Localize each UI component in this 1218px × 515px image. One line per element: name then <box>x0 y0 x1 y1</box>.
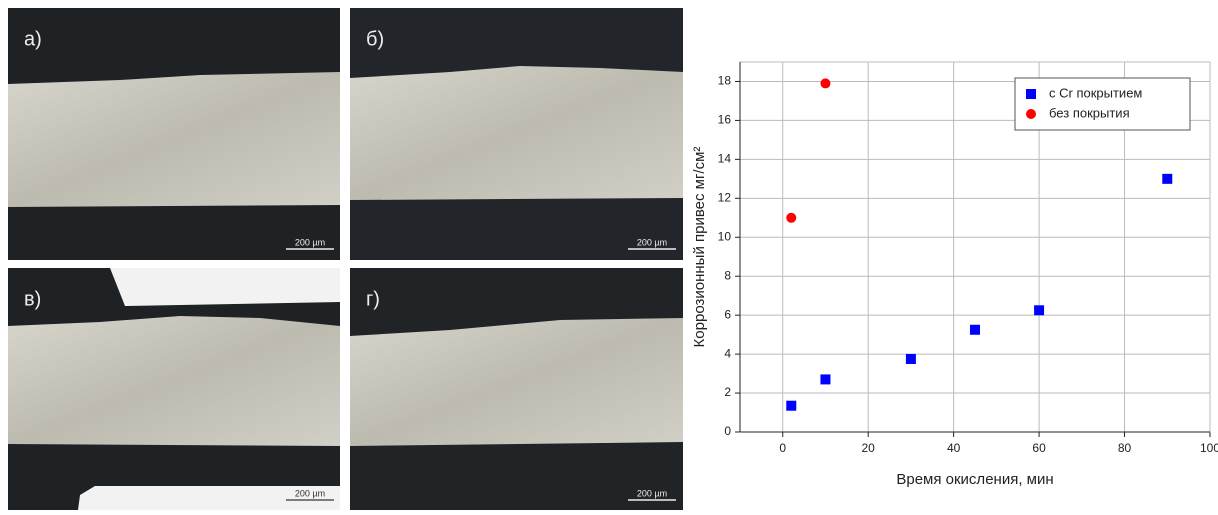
panel-label: б) <box>366 28 384 50</box>
point <box>970 325 980 335</box>
legend-label: с Cr покрытием <box>1049 85 1142 100</box>
y-tick-label: 8 <box>724 268 731 282</box>
x-tick-label: 20 <box>862 441 876 455</box>
point <box>786 401 796 411</box>
scale-bar-label: 200 µm <box>295 488 325 498</box>
legend-marker <box>1026 89 1036 99</box>
scale-bar-label: 200 µm <box>637 488 667 498</box>
point <box>786 213 796 223</box>
y-tick-label: 12 <box>718 190 732 204</box>
legend-marker <box>1026 109 1036 119</box>
y-tick-label: 16 <box>718 113 732 127</box>
point <box>906 354 916 364</box>
chart: Время окисления, мин Коррозионный привес… <box>691 62 1218 488</box>
point <box>1034 305 1044 315</box>
x-tick-label: 80 <box>1118 441 1132 455</box>
x-tick-label: 0 <box>779 441 786 455</box>
scale-bar-label: 200 µm <box>295 237 325 247</box>
y-tick-label: 14 <box>718 152 732 166</box>
y-tick-label: 2 <box>724 385 731 399</box>
micrograph: а) 200 µm <box>8 8 340 260</box>
y-tick-label: 0 <box>724 424 731 438</box>
micrograph: г) 200 µm <box>350 268 683 510</box>
y-tick-label: 18 <box>718 74 732 88</box>
y-tick-label: 10 <box>718 229 732 243</box>
panel-label: в) <box>24 288 41 310</box>
y-tick-label: 6 <box>724 307 731 321</box>
x-tick-label: 60 <box>1032 441 1046 455</box>
point <box>820 374 830 384</box>
panel-label: г) <box>366 288 380 310</box>
point <box>1162 174 1172 184</box>
x-tick-label: 100 <box>1200 441 1218 455</box>
x-tick-label: 40 <box>947 441 961 455</box>
scale-bar-label: 200 µm <box>637 237 667 247</box>
legend-label: без покрытия <box>1049 105 1130 120</box>
y-axis-title: Коррозионный привес мг/см² <box>691 147 708 348</box>
x-axis-title: Время окисления, мин <box>896 471 1053 488</box>
figure: а) 200 µm б) 200 µm в) 200 µm г) 200 µm … <box>0 0 1218 515</box>
micrograph: в) 200 µm <box>8 268 340 510</box>
point <box>820 78 830 88</box>
micrograph: б) 200 µm <box>350 8 683 260</box>
panel-label: а) <box>24 28 42 50</box>
y-tick-label: 4 <box>724 346 731 360</box>
